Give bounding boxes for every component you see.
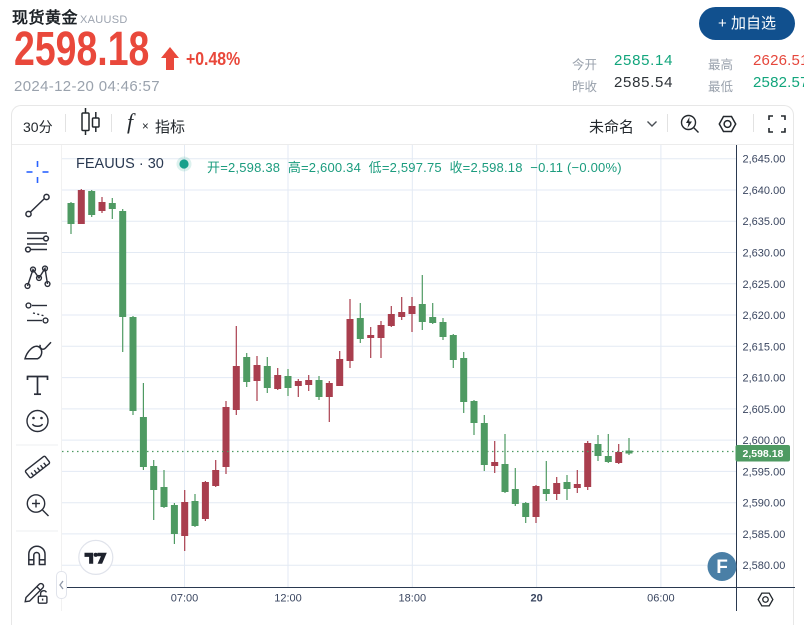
svg-text:2,640.00: 2,640.00 [743, 185, 786, 197]
svg-text:2,600.00: 2,600.00 [743, 435, 786, 447]
svg-text:06:00: 06:00 [647, 593, 675, 605]
svg-text:2,580.00: 2,580.00 [743, 560, 786, 572]
svg-text:2,595.00: 2,595.00 [743, 466, 786, 478]
svg-text:2,625.00: 2,625.00 [743, 279, 786, 291]
svg-text:2,605.00: 2,605.00 [743, 404, 786, 416]
svg-text:2,645.00: 2,645.00 [743, 154, 786, 166]
svg-text:2,630.00: 2,630.00 [743, 248, 786, 260]
svg-text:2,610.00: 2,610.00 [743, 373, 786, 385]
svg-text:07:00: 07:00 [171, 593, 199, 605]
svg-text:F: F [716, 557, 728, 578]
svg-text:2,620.00: 2,620.00 [743, 310, 786, 322]
svg-text:2,615.00: 2,615.00 [743, 341, 786, 353]
svg-text:12:00: 12:00 [274, 593, 302, 605]
svg-text:18:00: 18:00 [399, 593, 427, 605]
svg-text:2,585.00: 2,585.00 [743, 529, 786, 541]
svg-text:20: 20 [530, 593, 542, 605]
svg-text:2,635.00: 2,635.00 [743, 216, 786, 228]
svg-text:2,590.00: 2,590.00 [743, 498, 786, 510]
svg-text:2,598.18: 2,598.18 [743, 448, 784, 460]
